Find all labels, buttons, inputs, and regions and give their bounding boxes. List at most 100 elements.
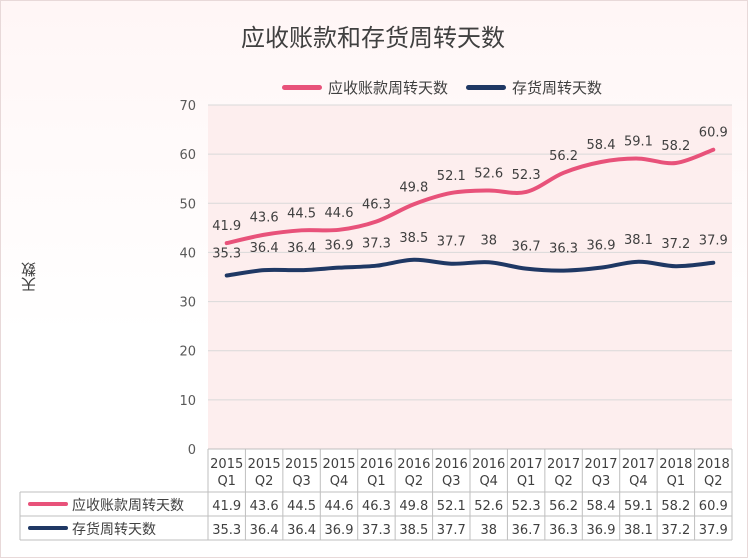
series-line-1: [224, 257, 716, 278]
x-tick-year-2: 2015: [285, 457, 318, 472]
data-label-0-4: 46.3: [362, 197, 391, 212]
data-label-0-8: 52.3: [512, 168, 541, 183]
x-tick-quarter-7: Q4: [479, 474, 498, 489]
table-cell-0-0: 41.9: [212, 499, 241, 514]
data-label-0-9: 56.2: [549, 149, 578, 164]
y-tick-label-5: 50: [179, 197, 196, 212]
table-cell-1-0: 35.3: [212, 523, 241, 538]
legend-label-inventory: 存货周转天数: [512, 78, 603, 97]
table-cell-0-13: 60.9: [699, 499, 728, 514]
table-cell-0-1: 43.6: [250, 499, 279, 514]
x-tick-quarter-2: Q3: [292, 474, 311, 489]
series-line-0: [224, 147, 716, 246]
data-label-1-6: 37.7: [437, 235, 466, 250]
data-label-0-3: 44.6: [325, 206, 354, 221]
x-tick-quarter-5: Q2: [405, 474, 424, 489]
table-cell-1-3: 36.9: [325, 523, 354, 538]
x-tick-quarter-0: Q1: [217, 474, 236, 489]
table-cell-1-5: 38.5: [399, 523, 428, 538]
legend-item-inventory: 存货周转天数: [466, 77, 602, 98]
x-tick-year-9: 2017: [547, 457, 580, 472]
y-tick-label-2: 20: [179, 345, 196, 360]
x-tick-year-4: 2016: [360, 457, 393, 472]
x-tick-year-5: 2016: [397, 457, 430, 472]
legend-item-receivables: 应收账款周转天数: [282, 77, 448, 98]
data-label-0-11: 59.1: [624, 135, 653, 150]
table-cell-1-13: 37.9: [699, 523, 728, 538]
x-tick-year-1: 2015: [248, 457, 281, 472]
data-label-1-12: 37.2: [661, 237, 690, 252]
data-label-1-1: 36.4: [250, 241, 279, 256]
x-tick-year-6: 2016: [435, 457, 468, 472]
data-label-0-5: 49.8: [399, 180, 428, 195]
x-tick-quarter-6: Q3: [442, 474, 461, 489]
table-cell-1-11: 38.1: [624, 523, 653, 538]
table-cell-1-8: 36.7: [512, 523, 541, 538]
table-cell-0-4: 46.3: [362, 499, 391, 514]
table-row-header-0: 应收账款周转天数: [72, 497, 184, 514]
x-tick-quarter-10: Q3: [592, 474, 611, 489]
x-tick-quarter-1: Q2: [255, 474, 274, 489]
data-label-1-9: 36.3: [549, 242, 578, 257]
table-cell-0-9: 56.2: [549, 499, 578, 514]
data-label-0-1: 43.6: [250, 211, 279, 226]
x-tick-year-8: 2017: [510, 457, 543, 472]
table-cell-1-7: 38: [480, 523, 497, 538]
x-tick-quarter-3: Q4: [330, 474, 349, 489]
data-label-0-0: 41.9: [212, 219, 241, 234]
x-tick-quarter-8: Q1: [517, 474, 536, 489]
table-cell-1-1: 36.4: [250, 523, 279, 538]
data-label-0-12: 58.2: [661, 139, 690, 154]
table-cell-0-11: 59.1: [624, 499, 653, 514]
data-label-1-3: 36.9: [325, 239, 354, 254]
table-cell-0-6: 52.1: [437, 499, 466, 514]
table-cell-1-2: 36.4: [287, 523, 316, 538]
y-tick-label-0: 0: [188, 443, 196, 458]
data-label-0-6: 52.1: [437, 169, 466, 184]
legend-swatch-receivables: [282, 84, 322, 90]
legend-swatch-inventory: [466, 84, 507, 90]
table-cell-0-3: 44.6: [325, 499, 354, 514]
data-label-1-13: 37.9: [699, 234, 728, 249]
x-tick-year-11: 2017: [622, 457, 655, 472]
data-label-1-10: 36.9: [587, 239, 616, 254]
data-label-1-11: 38.1: [624, 233, 653, 248]
data-label-0-2: 44.5: [287, 206, 316, 221]
x-tick-quarter-12: Q1: [667, 474, 686, 489]
x-tick-year-0: 2015: [210, 457, 243, 472]
y-tick-label-1: 10: [179, 394, 196, 409]
table-cell-0-2: 44.5: [287, 499, 316, 514]
y-tick-label-6: 60: [179, 148, 196, 163]
table-cell-1-10: 36.9: [587, 523, 616, 538]
table-cell-1-6: 37.7: [437, 523, 466, 538]
x-tick-year-10: 2017: [584, 457, 617, 472]
x-tick-year-7: 2016: [472, 457, 505, 472]
y-tick-label-7: 70: [179, 99, 196, 114]
y-tick-label-4: 40: [179, 246, 196, 261]
data-label-1-5: 38.5: [399, 231, 428, 246]
table-cell-0-7: 52.6: [474, 499, 503, 514]
table-cell-1-9: 36.3: [549, 523, 578, 538]
chart-title: 应收账款和存货周转天数: [241, 24, 505, 52]
x-tick-year-13: 2018: [697, 457, 730, 472]
data-label-1-8: 36.7: [512, 240, 541, 255]
y-tick-label-3: 30: [179, 296, 196, 311]
data-label-0-7: 52.6: [474, 167, 503, 182]
data-label-1-7: 38: [480, 233, 497, 248]
data-label-1-2: 36.4: [287, 241, 316, 256]
table-row-header-1: 存货周转天数: [72, 521, 156, 538]
legend-label-receivables: 应收账款周转天数: [328, 78, 449, 97]
x-tick-quarter-13: Q2: [704, 474, 723, 489]
x-tick-quarter-11: Q4: [629, 474, 648, 489]
plot-area: [208, 105, 732, 449]
table-cell-1-4: 37.3: [362, 523, 391, 538]
data-label-0-13: 60.9: [699, 126, 728, 141]
x-tick-year-3: 2015: [322, 457, 355, 472]
x-tick-quarter-4: Q1: [367, 474, 386, 489]
table-cell-0-8: 52.3: [512, 499, 541, 514]
data-label-0-10: 58.4: [587, 138, 616, 153]
table-cell-0-12: 58.2: [661, 499, 690, 514]
table-cell-0-5: 49.8: [399, 499, 428, 514]
data-label-1-0: 35.3: [212, 247, 241, 262]
